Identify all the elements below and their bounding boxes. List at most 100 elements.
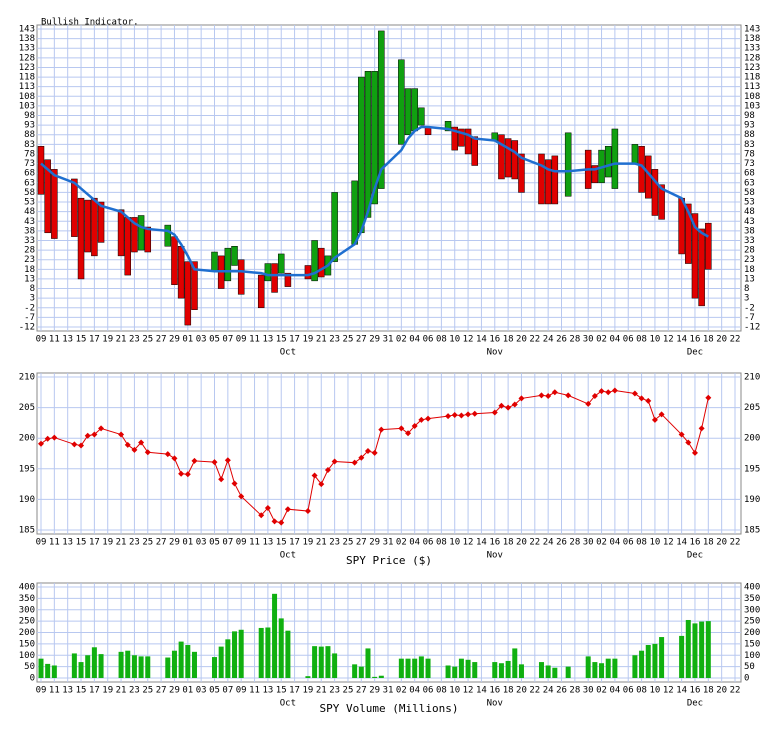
x-tick-label: 25 — [142, 686, 153, 696]
indicator-bar — [177, 246, 185, 299]
average-line — [40, 125, 709, 277]
x-tick-label: 21 — [116, 538, 127, 548]
price-marker — [691, 449, 698, 456]
x-tick-label: 11 — [249, 686, 260, 696]
x-tick-label: 14 — [476, 538, 487, 548]
price-marker — [84, 432, 91, 439]
x-tick-label: 10 — [449, 538, 460, 548]
y-tick-label: -2 — [24, 303, 35, 313]
price-marker — [705, 394, 712, 401]
y-tick-label-right: 98 — [744, 111, 755, 121]
volume-bar — [512, 648, 518, 678]
y-tick-label-right: 150 — [744, 639, 760, 649]
x-tick-label: 14 — [476, 335, 487, 345]
price-marker — [184, 471, 191, 478]
x-tick-label: 08 — [636, 686, 647, 696]
price-marker — [91, 431, 98, 438]
y-tick-label-right: 58 — [744, 188, 755, 198]
chart-title: Bullish Indicator. — [41, 18, 139, 28]
x-tick-label: 01 — [182, 686, 193, 696]
x-tick-label: 03 — [196, 335, 207, 345]
volume-bar — [232, 631, 238, 678]
price-marker — [458, 412, 465, 419]
x-tick-label: 17 — [89, 335, 100, 345]
volume-bar — [365, 648, 371, 678]
x-tick-label: 02 — [596, 686, 607, 696]
y-tick-label: 98 — [24, 111, 35, 121]
month-label: Dec — [687, 699, 703, 709]
price-marker — [364, 448, 371, 455]
volume-bar — [358, 666, 364, 678]
x-tick-label: 02 — [396, 335, 407, 345]
x-tick-label: 27 — [356, 686, 367, 696]
month-label: Nov — [487, 699, 503, 709]
indicator-bar — [84, 199, 91, 253]
price-marker — [358, 454, 365, 461]
x-tick-label: 13 — [62, 538, 73, 548]
x-tick-label: 26 — [556, 538, 567, 548]
x-tick-label: 16 — [489, 335, 500, 345]
volume-bar — [405, 658, 411, 678]
volume-bar — [258, 627, 264, 678]
x-tick-label: 04 — [409, 538, 420, 548]
y-tick-label-right: 73 — [744, 159, 755, 169]
x-axis-label: SPY Volume (Millions) — [319, 702, 458, 715]
volume-bar — [225, 639, 231, 678]
x-tick-label: 09 — [236, 686, 247, 696]
price-marker — [411, 422, 418, 429]
volume-bar — [599, 663, 605, 678]
price-marker — [218, 476, 225, 483]
y-tick-label-right: 133 — [744, 44, 760, 54]
x-tick-label: 10 — [449, 686, 460, 696]
indicator-bar — [211, 251, 218, 272]
y-tick-label: 400 — [19, 583, 35, 593]
x-tick-label: 23 — [129, 335, 140, 345]
volume-bar — [165, 657, 171, 678]
price-marker — [124, 441, 131, 448]
indicator-bar — [137, 215, 145, 251]
y-tick-label-right: 103 — [744, 101, 760, 111]
x-tick-label: 09 — [236, 335, 247, 345]
x-tick-label: 02 — [396, 538, 407, 548]
x-tick-label: 17 — [289, 538, 300, 548]
indicator-bar — [371, 71, 378, 205]
price-marker — [418, 416, 425, 423]
volume-bar — [185, 645, 191, 678]
indicator-bar — [518, 153, 525, 193]
x-tick-label: 08 — [636, 335, 647, 345]
price-marker — [598, 388, 605, 395]
x-tick-label: 05 — [209, 686, 220, 696]
volume-bar — [472, 662, 478, 678]
y-tick-label: 38 — [24, 226, 35, 236]
x-tick-label: 02 — [596, 335, 607, 345]
volume-bar — [418, 656, 424, 678]
indicator-bar — [364, 71, 372, 218]
x-tick-label: 15 — [76, 538, 87, 548]
price-marker — [638, 395, 645, 402]
x-tick-label: 23 — [129, 686, 140, 696]
price-marker — [698, 425, 705, 432]
indicator-bar — [678, 197, 685, 255]
indicator-bar — [311, 240, 318, 282]
price-marker — [405, 430, 412, 437]
y-tick-label: 300 — [19, 605, 35, 615]
indicator-bar — [498, 134, 505, 180]
x-tick-label: 01 — [182, 335, 193, 345]
x-tick-label: 03 — [196, 686, 207, 696]
price-marker — [284, 506, 291, 513]
y-tick-label: 18 — [24, 265, 35, 275]
volume-bar — [312, 646, 318, 678]
x-tick-label: 20 — [716, 335, 727, 345]
indicator-bar — [551, 155, 559, 205]
y-tick-label-right: 83 — [744, 140, 755, 150]
volume-bar — [659, 637, 665, 678]
y-tick-label: 143 — [19, 25, 35, 35]
indicator-bar — [658, 184, 665, 220]
indicator-bar — [284, 272, 292, 287]
x-tick-label: 22 — [730, 335, 741, 345]
x-tick-label: 20 — [716, 686, 727, 696]
indicator-bar — [451, 126, 458, 151]
x-tick-label: 14 — [676, 335, 687, 345]
y-tick-label-right: 400 — [744, 583, 760, 593]
indicator-bar — [331, 192, 338, 262]
